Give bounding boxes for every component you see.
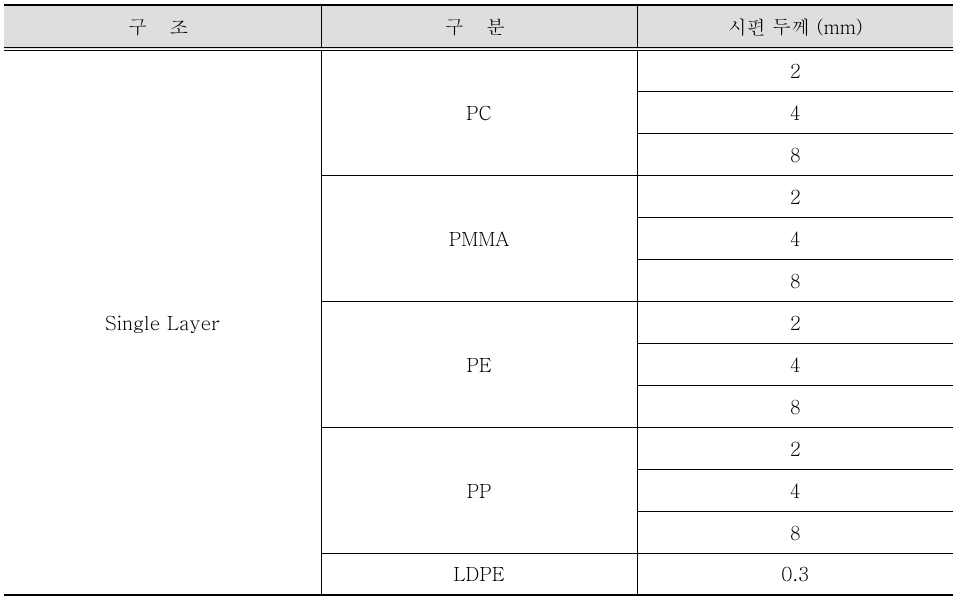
thickness-cell: 4 — [637, 469, 953, 511]
thickness-cell: 8 — [637, 259, 953, 301]
category-cell: PE — [321, 301, 637, 427]
thickness-cell: 4 — [637, 217, 953, 259]
table-header-row: 구 조 구 분 시편 두께 (mm) — [4, 5, 953, 49]
thickness-cell: 8 — [637, 385, 953, 427]
category-cell: PMMA — [321, 175, 637, 301]
thickness-cell: 8 — [637, 133, 953, 175]
thickness-cell: 0.3 — [637, 553, 953, 595]
thickness-cell: 4 — [637, 91, 953, 133]
header-structure: 구 조 — [4, 5, 321, 49]
header-thickness: 시편 두께 (mm) — [637, 5, 953, 49]
header-category: 구 분 — [321, 5, 637, 49]
thickness-cell: 2 — [637, 427, 953, 469]
category-cell: LDPE — [321, 553, 637, 595]
thickness-cell: 8 — [637, 511, 953, 553]
table-row: Single Layer PC 2 — [4, 49, 953, 91]
structure-cell: Single Layer — [4, 49, 321, 595]
specimen-table: 구 조 구 분 시편 두께 (mm) Single Layer PC 2 4 8… — [4, 4, 953, 596]
thickness-cell: 2 — [637, 49, 953, 91]
category-cell: PC — [321, 49, 637, 175]
category-cell: PP — [321, 427, 637, 553]
thickness-cell: 2 — [637, 175, 953, 217]
thickness-cell: 2 — [637, 301, 953, 343]
thickness-cell: 4 — [637, 343, 953, 385]
